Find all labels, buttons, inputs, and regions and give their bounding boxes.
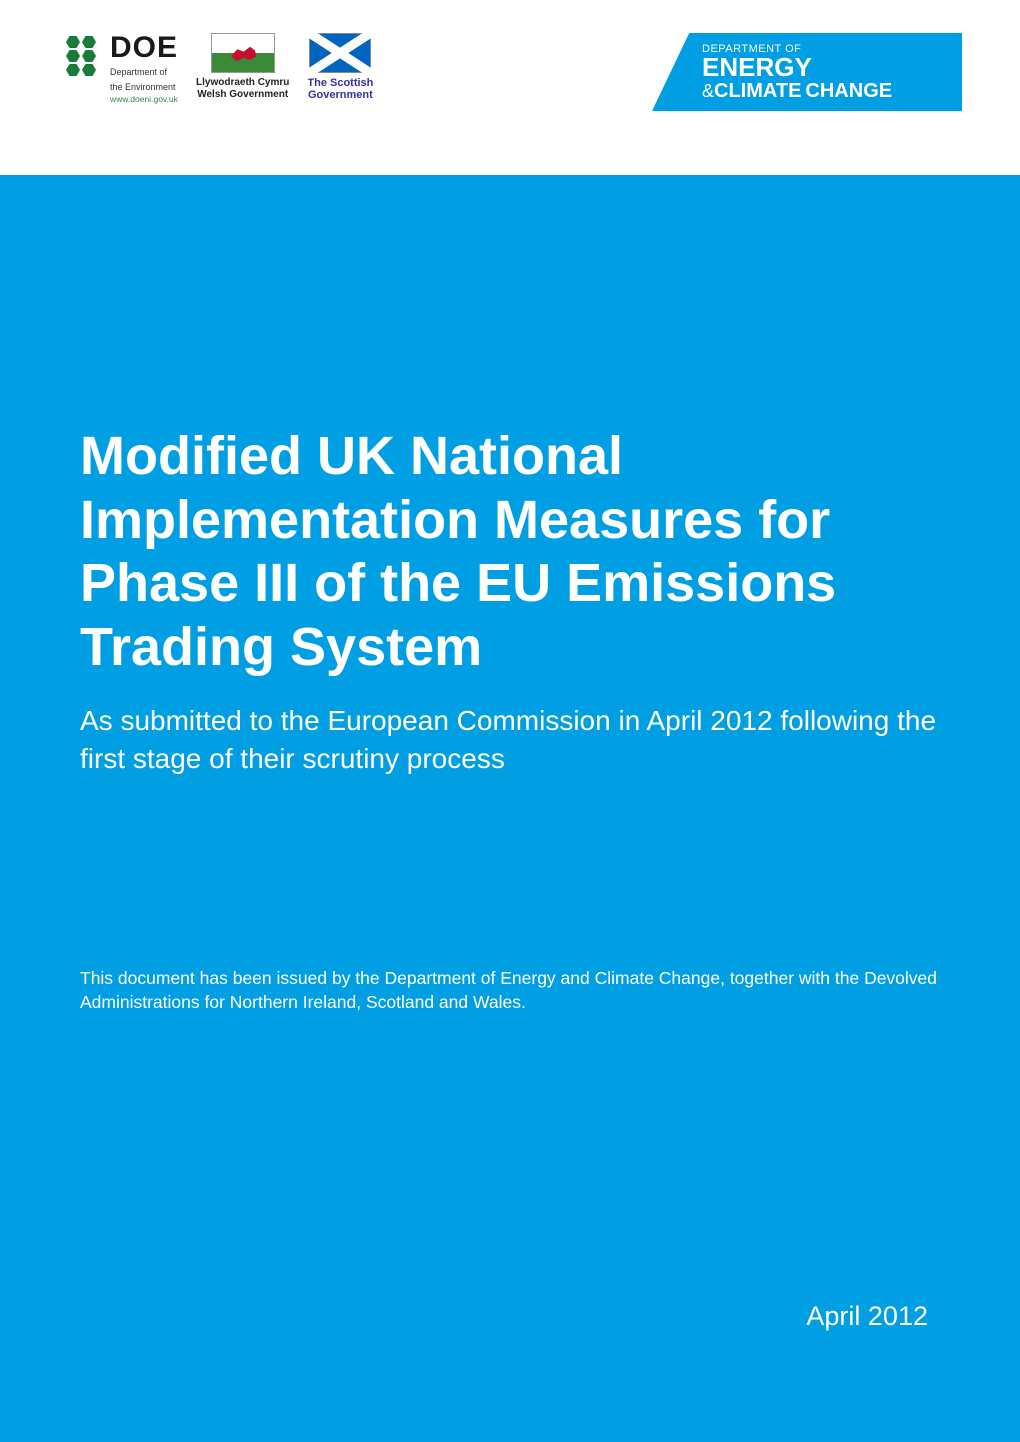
decc-logo: DEPARTMENT OF ENERGY &CLIMATECHANGE [626, 33, 962, 111]
scot-text-line2: Government [308, 89, 373, 101]
document-date: April 2012 [806, 1301, 928, 1332]
doe-text-block: DOE Department of the Environment www.do… [110, 33, 178, 103]
welsh-text-line2: Welsh Government [197, 89, 288, 101]
doe-logo: DOE Department of the Environment www.do… [58, 33, 178, 103]
doe-dept-line1: Department of [110, 67, 178, 78]
welsh-gov-logo: Llywodraeth Cymru Welsh Government [196, 33, 289, 101]
decc-change-word: CHANGE [805, 80, 892, 102]
doe-emblem: DOE Department of the Environment www.do… [58, 33, 178, 103]
doe-dept-line2: the Environment [110, 82, 178, 93]
welsh-dragon-icon [211, 33, 275, 73]
document-subtitle: As submitted to the European Commission … [80, 702, 940, 778]
scot-text-line1: The Scottish [307, 77, 373, 89]
cover-body: Modified UK National Implementation Meas… [0, 175, 1020, 1442]
saltire-icon [309, 33, 371, 73]
scottish-gov-logo: The Scottish Government [307, 33, 373, 101]
welsh-text-line1: Llywodraeth Cymru [196, 77, 289, 89]
doe-hex-icon [58, 33, 104, 79]
decc-climate-word: CLIMATE [714, 80, 801, 102]
issuer-note: This document has been issued by the Dep… [80, 967, 940, 1014]
logo-header: DOE Department of the Environment www.do… [0, 0, 1020, 175]
decc-climate-label: &CLIMATECHANGE [702, 80, 948, 103]
document-title: Modified UK National Implementation Meas… [80, 425, 940, 680]
doe-url: www.doeni.gov.uk [110, 95, 178, 104]
doe-abbrev: DOE [110, 33, 178, 63]
decc-banner: DEPARTMENT OF ENERGY &CLIMATECHANGE [652, 33, 962, 111]
decc-energy-label: ENERGY [702, 55, 948, 80]
decc-ampersand: & [702, 81, 714, 101]
partner-logos: DOE Department of the Environment www.do… [58, 33, 373, 103]
